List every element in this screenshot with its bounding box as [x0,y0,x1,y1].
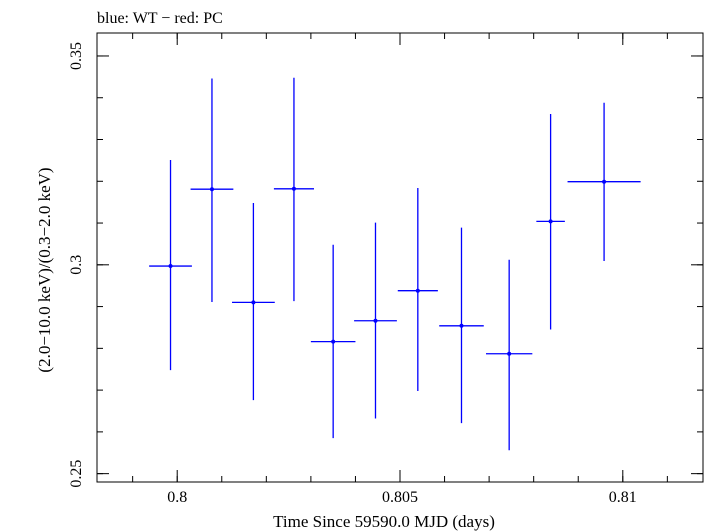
data-point [439,227,484,424]
y-axis-label: (2.0−10.0 keV)/(0.3−2.0 keV) [35,167,54,372]
chart-title: blue: WT − red: PC [97,10,223,27]
x-axis-label: Time Since 59590.0 MJD (days) [273,512,495,531]
point-marker [251,300,256,305]
data-point [536,114,565,330]
x-tick-label: 0.8 [167,489,187,506]
point-marker [331,339,336,344]
point-marker [459,323,464,328]
data-point [485,259,533,451]
data-point [149,159,192,371]
data-point [397,187,438,391]
point-marker [209,187,214,192]
data-point [232,202,275,401]
y-tick-label: 0.35 [68,42,85,70]
axis-tick-labels: 0.8 0.805 0.81 0.25 0.3 0.35 [68,42,637,506]
plot-frame [96,32,704,483]
x-tick-label: 0.805 [382,489,418,506]
data-point [190,78,234,302]
data-point [567,102,641,262]
point-marker [415,288,420,293]
point-marker [548,219,553,224]
axis-ticks [97,33,703,482]
data-point [273,77,315,302]
data-point [310,244,356,439]
y-tick-label: 0.3 [68,255,85,275]
x-tick-label: 0.81 [609,489,637,506]
point-marker [602,179,607,184]
data-points [149,77,641,451]
point-marker [373,318,378,323]
data-point [354,222,397,419]
point-marker [291,186,296,191]
y-tick-label: 0.25 [68,460,85,488]
point-marker [168,264,173,269]
point-marker [507,351,512,356]
